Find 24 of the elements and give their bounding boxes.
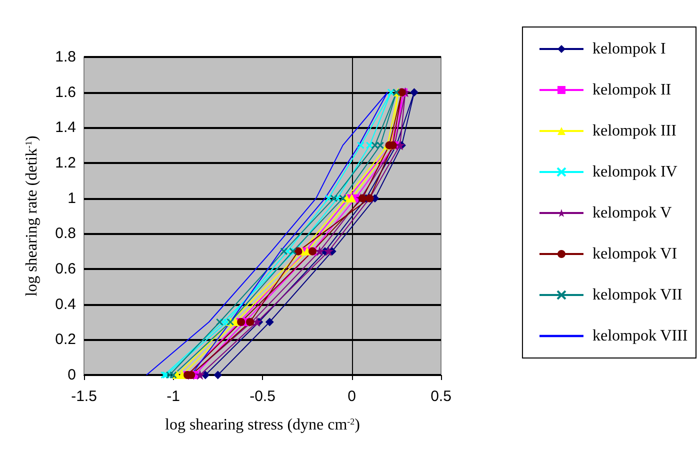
y-tick-label: 1.6 xyxy=(55,84,76,101)
y-tick-label: 0 xyxy=(68,366,76,384)
x-tick-label: -1 xyxy=(166,388,180,405)
y-tick-label: 0.2 xyxy=(55,331,76,348)
x-tick-label: 0 xyxy=(348,388,356,405)
legend-label: kelompok V xyxy=(592,204,672,222)
y-tick-label: 0.6 xyxy=(55,260,76,278)
x-tick-label: 0.5 xyxy=(430,388,452,405)
legend-label: kelompok III xyxy=(592,122,676,140)
y-axis-title: log shearing rate (detik-1) xyxy=(24,136,40,296)
y-tick-label: 0.4 xyxy=(55,296,76,313)
legend-label: kelompok IV xyxy=(592,164,678,180)
y-tick-label: 1.4 xyxy=(55,119,76,136)
y-tick-label: 1.8 xyxy=(55,48,76,66)
legend-label: kelompok II xyxy=(592,82,672,98)
legend-label: kelompok I xyxy=(592,40,666,58)
legend-label: kelompok VII xyxy=(592,286,682,304)
y-tick-label: 0.8 xyxy=(55,225,76,242)
x-tick-label: -1.5 xyxy=(71,388,97,405)
y-tick-label: 1 xyxy=(68,190,76,207)
legend-label: kelompok VIII xyxy=(592,328,688,344)
y-tick-label: 1.2 xyxy=(55,154,76,172)
legend-label: kelompok VI xyxy=(592,246,678,262)
x-tick-label: -0.5 xyxy=(250,388,276,405)
